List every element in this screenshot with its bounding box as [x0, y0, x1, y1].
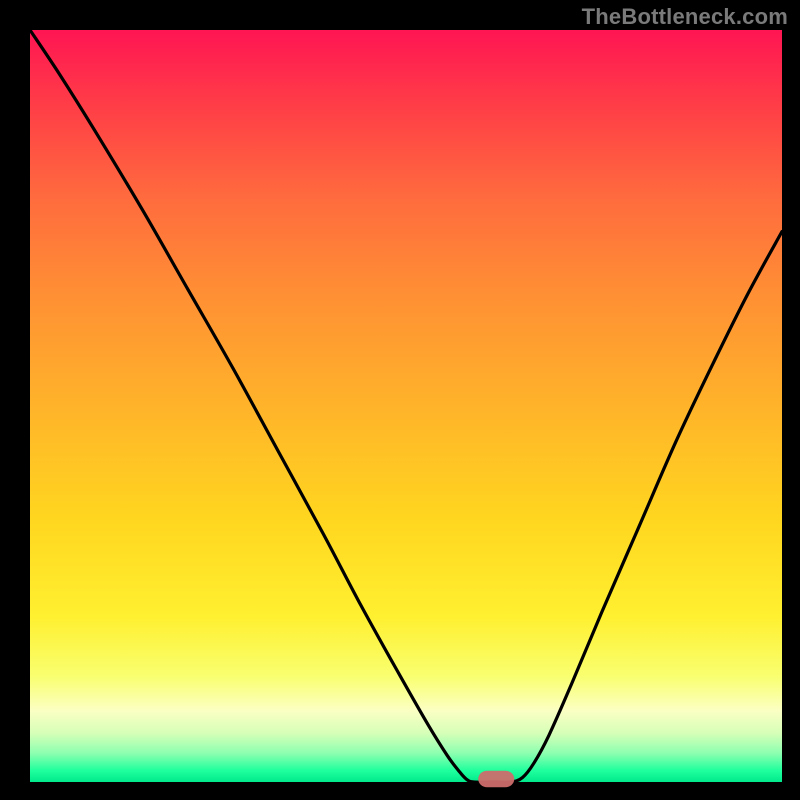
bottleneck-chart [0, 0, 800, 800]
chart-frame: TheBottleneck.com [0, 0, 800, 800]
optimal-marker [478, 771, 514, 788]
plot-area [30, 30, 782, 782]
watermark-text: TheBottleneck.com [582, 4, 788, 30]
